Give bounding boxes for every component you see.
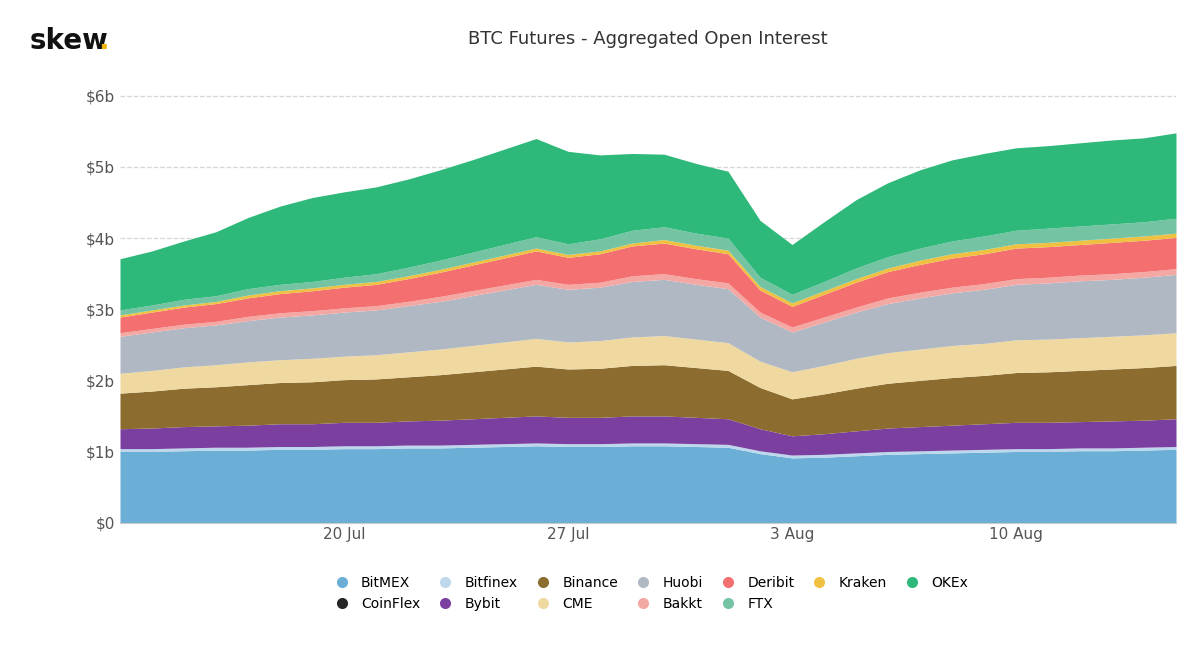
Legend: BitMEX, CoinFlex, Bitfinex, Bybit, Binance, CME, Huobi, Bakkt, Deribit, FTX, Kra: BitMEX, CoinFlex, Bitfinex, Bybit, Binan… [328,576,968,611]
Title: BTC Futures - Aggregated Open Interest: BTC Futures - Aggregated Open Interest [468,29,828,48]
Text: .: . [98,27,109,55]
Text: skew: skew [30,27,109,55]
